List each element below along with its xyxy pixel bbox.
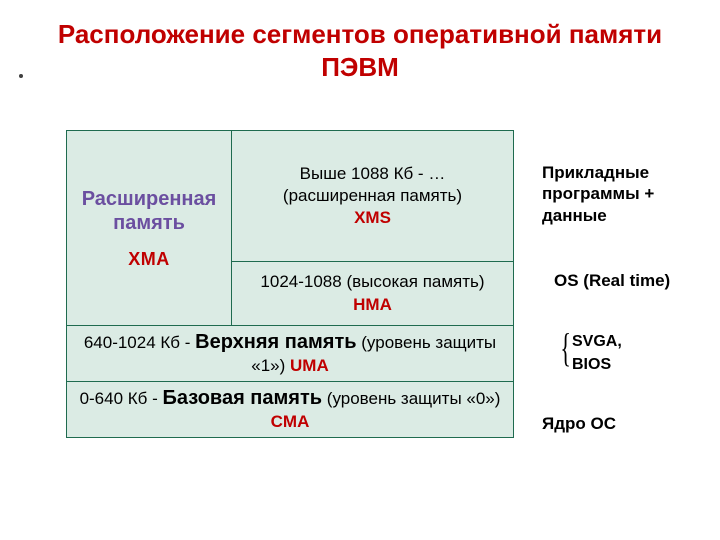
brace-icon: { (560, 328, 571, 368)
xma-label: Расширенная память (73, 187, 225, 235)
cma-suffix: (уровень защиты «0») (322, 389, 500, 408)
memory-top-row: Расширенная память XMA Выше 1088 Кб - … … (66, 130, 514, 326)
cma-tag: CMA (271, 412, 310, 431)
side-svga-bios: SVGA, BIOS (572, 330, 622, 376)
memory-right-col: Выше 1088 Кб - … (расширенная память) XM… (232, 130, 514, 326)
cell-uma: 640-1024 Кб - Верхняя память (уровень за… (66, 326, 514, 382)
cell-cma: 0-640 Кб - Базовая память (уровень защит… (66, 382, 514, 438)
diagram-layout: Расширенная память XMA Выше 1088 Кб - … … (66, 130, 702, 440)
xms-line1: Выше 1088 Кб - … (300, 163, 446, 185)
hma-tag: HMA (353, 295, 392, 314)
cell-xms: Выше 1088 Кб - … (расширенная память) XM… (232, 130, 514, 262)
side-labels: Прикладные программы + данные OS (Real t… (542, 130, 702, 440)
xms-line2: (расширенная память) (283, 185, 462, 207)
side-bios: BIOS (572, 356, 611, 373)
uma-bold: Верхняя память (195, 331, 356, 353)
uma-tag: UMA (290, 356, 329, 375)
side-os: OS (Real time) (554, 270, 670, 291)
cell-xma: Расширенная память XMA (66, 130, 232, 326)
bullet-dot (19, 74, 23, 78)
memory-table: Расширенная память XMA Выше 1088 Кб - … … (66, 130, 514, 438)
page-title: Расположение сегментов оперативной памят… (0, 0, 720, 83)
cell-hma: 1024-1088 (высокая память) HMA (232, 262, 514, 326)
side-kernel: Ядро ОС (542, 414, 616, 434)
side-apps: Прикладные программы + данные (542, 162, 702, 226)
cma-bold: Базовая память (163, 387, 323, 409)
cma-prefix: 0-640 Кб - (80, 389, 163, 408)
uma-prefix: 640-1024 Кб - (84, 333, 195, 352)
side-svga: SVGA, (572, 333, 622, 350)
xms-tag: XMS (354, 207, 391, 229)
xma-tag: XMA (128, 249, 170, 270)
hma-text: 1024-1088 (высокая память) (260, 272, 484, 291)
